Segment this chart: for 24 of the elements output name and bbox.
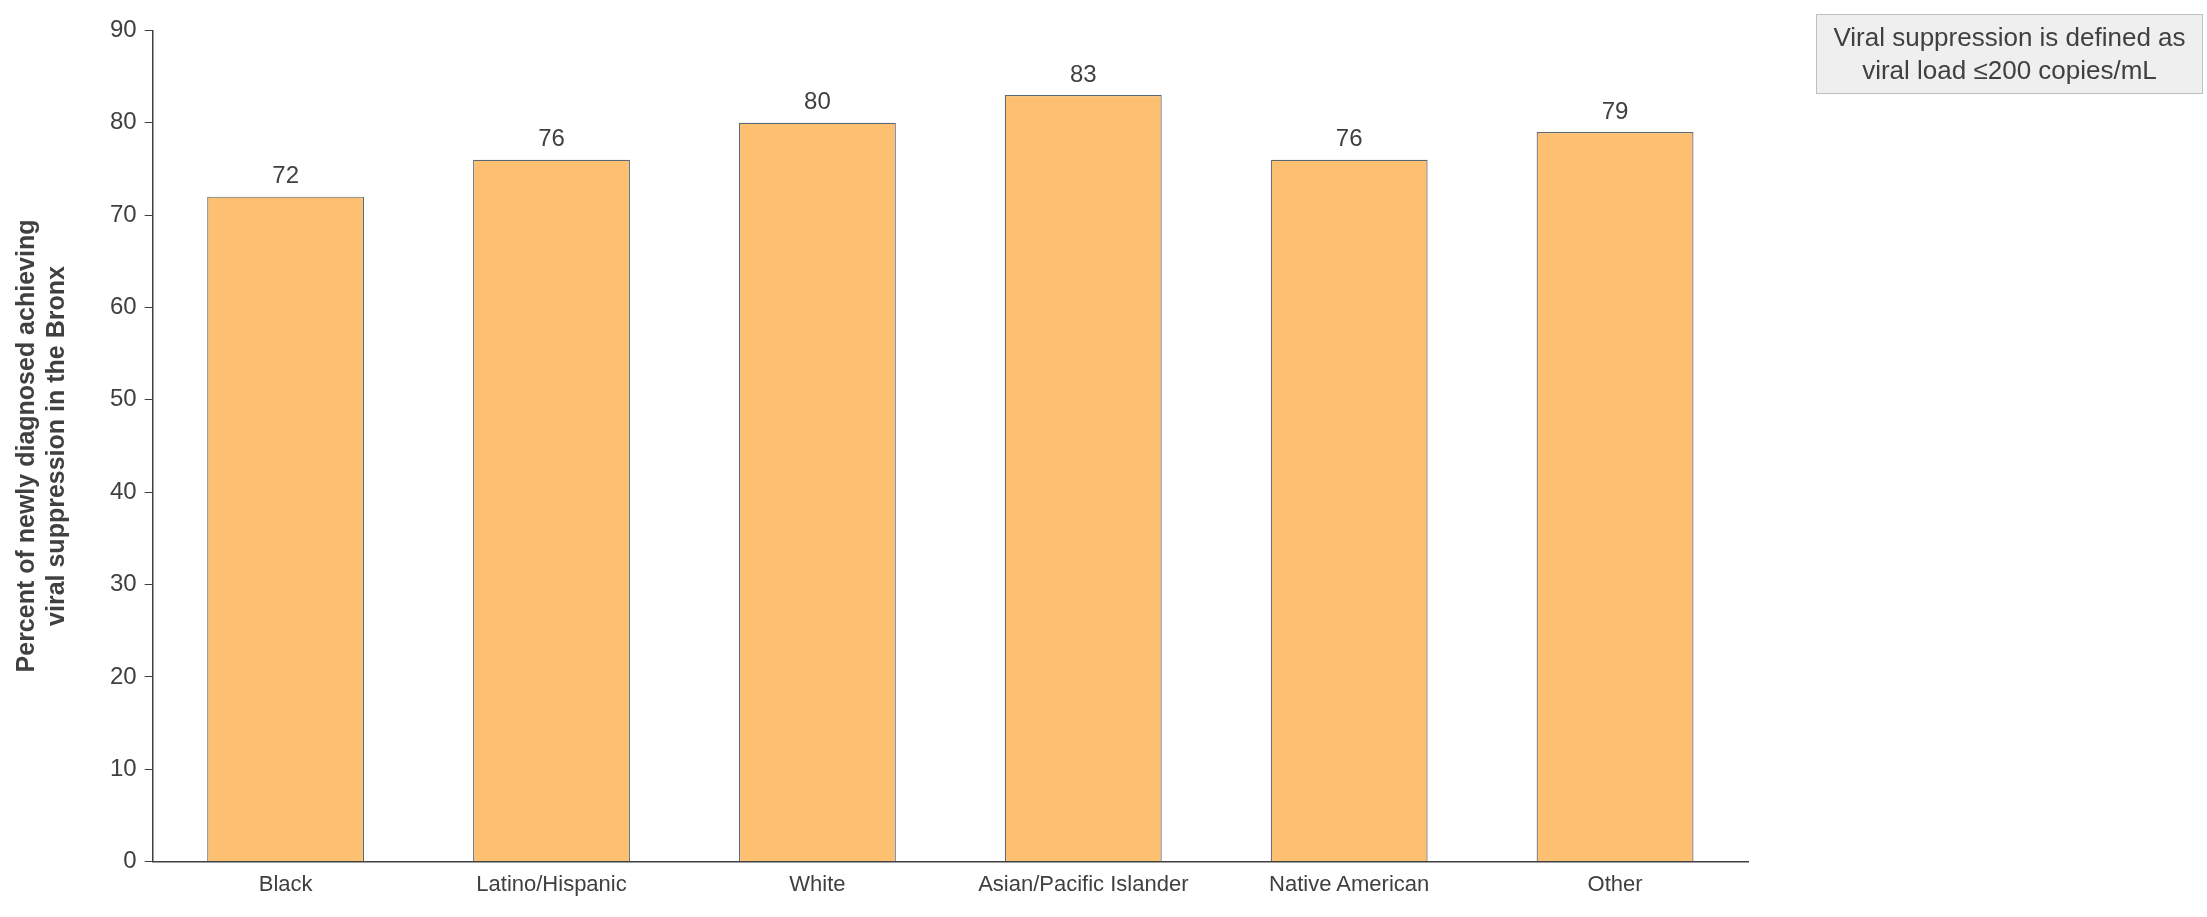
data-label: 72 — [272, 161, 299, 189]
y-tick-label: 50 — [109, 384, 137, 412]
text: Viral suppression is defined as viral load ≤200 copies/mL — [1816, 14, 2203, 94]
x-tick-label: Native American — [1269, 870, 1430, 896]
data-label: 76 — [538, 124, 565, 152]
x-tick-label: Latino/Hispanic — [476, 870, 627, 896]
data-label: 76 — [1335, 124, 1363, 152]
y-tick-label: 30 — [109, 569, 137, 597]
y-tick-label: 60 — [109, 292, 137, 320]
data-label: 83 — [1069, 59, 1097, 87]
y-tick-label: 80 — [109, 107, 137, 135]
y-tick-label: 90 — [109, 15, 137, 43]
y-tick-label: 0 — [123, 846, 137, 874]
data-label: 80 — [804, 87, 831, 115]
x-tick-label: Other — [1587, 870, 1643, 896]
y-tick-label: 70 — [109, 199, 137, 227]
y-tick-label: 10 — [109, 753, 137, 781]
y-tick-label: 20 — [109, 661, 137, 689]
data-label: 79 — [1601, 96, 1629, 124]
x-tick-label: Asian/Pacific Islander — [978, 870, 1189, 896]
y-tick-label: 40 — [109, 476, 137, 504]
x-tick-label: Black — [258, 870, 314, 896]
y-axis-title: Percent of newly diagnosed achieving viral suppression in the Bronx — [10, 219, 69, 673]
x-tick-label: White — [789, 870, 846, 896]
